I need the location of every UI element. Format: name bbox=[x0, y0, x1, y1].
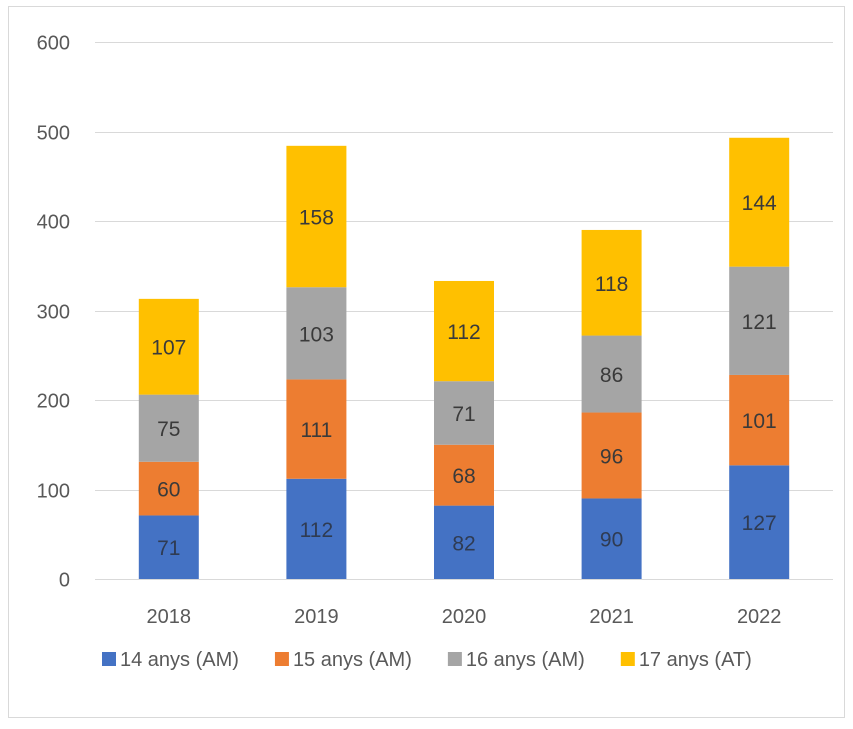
bar-segment bbox=[434, 381, 494, 445]
bars bbox=[138, 137, 790, 579]
legend-label: 14 anys (AM) bbox=[120, 649, 239, 671]
data-label: 112 bbox=[300, 519, 333, 542]
y-tick-label: 600 bbox=[37, 33, 70, 55]
legend-item: 17 anys (AT) bbox=[620, 649, 752, 671]
y-tick-label: 300 bbox=[37, 302, 70, 324]
data-label: 75 bbox=[157, 418, 180, 441]
x-tick-label: 2021 bbox=[589, 606, 634, 628]
bar-segment bbox=[581, 335, 642, 413]
data-labels: 71 60 75 107 112 111 103 158 82 68 71 112 90 96 86 118 1… bbox=[151, 192, 777, 560]
x-axis-tick-labels: 2018 2019 2020 2021 2022 bbox=[147, 606, 782, 628]
data-label: 82 bbox=[452, 532, 475, 555]
bar-segment bbox=[581, 229, 642, 336]
x-tick-label: 2022 bbox=[737, 606, 782, 628]
legend-item: 14 anys (AM) bbox=[102, 649, 239, 671]
legend: 14 anys (AM) 15 anys (AM) 16 anys (AM) 17 a… bbox=[102, 649, 752, 671]
bar-segment bbox=[138, 461, 199, 516]
data-label: 144 bbox=[742, 192, 777, 215]
x-tick-label: 2019 bbox=[294, 606, 339, 628]
y-tick-label: 0 bbox=[59, 570, 70, 592]
bar-segment bbox=[286, 478, 347, 579]
data-label: 71 bbox=[452, 403, 475, 426]
bar-segment bbox=[434, 280, 494, 382]
y-tick-label: 100 bbox=[37, 481, 70, 503]
bar-segment bbox=[138, 394, 199, 462]
legend-label: 16 anys (AM) bbox=[466, 649, 585, 671]
y-tick-label: 200 bbox=[37, 391, 70, 413]
bar-segment bbox=[434, 444, 494, 506]
y-axis-tick-labels: 0 100 200 300 400 500 600 bbox=[37, 33, 70, 592]
bar-segment bbox=[581, 498, 642, 579]
legend-swatch bbox=[620, 652, 635, 666]
bar-segment bbox=[581, 412, 642, 499]
data-label: 112 bbox=[447, 321, 480, 344]
data-label: 71 bbox=[157, 537, 180, 560]
data-label: 127 bbox=[742, 512, 777, 535]
bar-segment bbox=[286, 379, 347, 479]
bar-segment bbox=[729, 266, 790, 375]
y-tick-label: 400 bbox=[37, 212, 70, 234]
data-label: 68 bbox=[452, 465, 475, 488]
data-label: 111 bbox=[300, 419, 332, 442]
bar-segment bbox=[138, 515, 199, 579]
bar-segment bbox=[138, 298, 199, 395]
bar-segment bbox=[729, 374, 790, 466]
bar-segment bbox=[286, 287, 347, 380]
chart-border bbox=[8, 6, 845, 718]
x-tick-label: 2020 bbox=[442, 606, 487, 628]
bar-segment bbox=[729, 465, 790, 579]
legend-label: 17 anys (AT) bbox=[639, 649, 752, 671]
data-label: 158 bbox=[299, 207, 334, 230]
data-label: 103 bbox=[299, 323, 334, 346]
x-tick-label: 2018 bbox=[147, 606, 192, 628]
data-label: 107 bbox=[151, 337, 186, 360]
legend-label: 15 anys (AM) bbox=[293, 649, 412, 671]
data-label: 60 bbox=[157, 479, 180, 502]
bar-segment bbox=[434, 505, 494, 579]
bar-segment bbox=[286, 145, 347, 288]
legend-swatch bbox=[274, 652, 289, 666]
legend-item: 15 anys (AM) bbox=[274, 649, 412, 671]
legend-item: 16 anys (AM) bbox=[447, 649, 585, 671]
legend-swatch bbox=[447, 652, 462, 666]
data-label: 121 bbox=[742, 311, 777, 334]
data-label: 118 bbox=[595, 273, 628, 296]
data-label: 101 bbox=[742, 410, 777, 433]
data-label: 86 bbox=[600, 364, 623, 387]
y-tick-label: 500 bbox=[37, 123, 70, 145]
bar-segment bbox=[729, 137, 790, 267]
legend-swatch bbox=[102, 652, 116, 666]
data-label: 96 bbox=[600, 445, 623, 468]
data-label: 90 bbox=[600, 529, 623, 552]
